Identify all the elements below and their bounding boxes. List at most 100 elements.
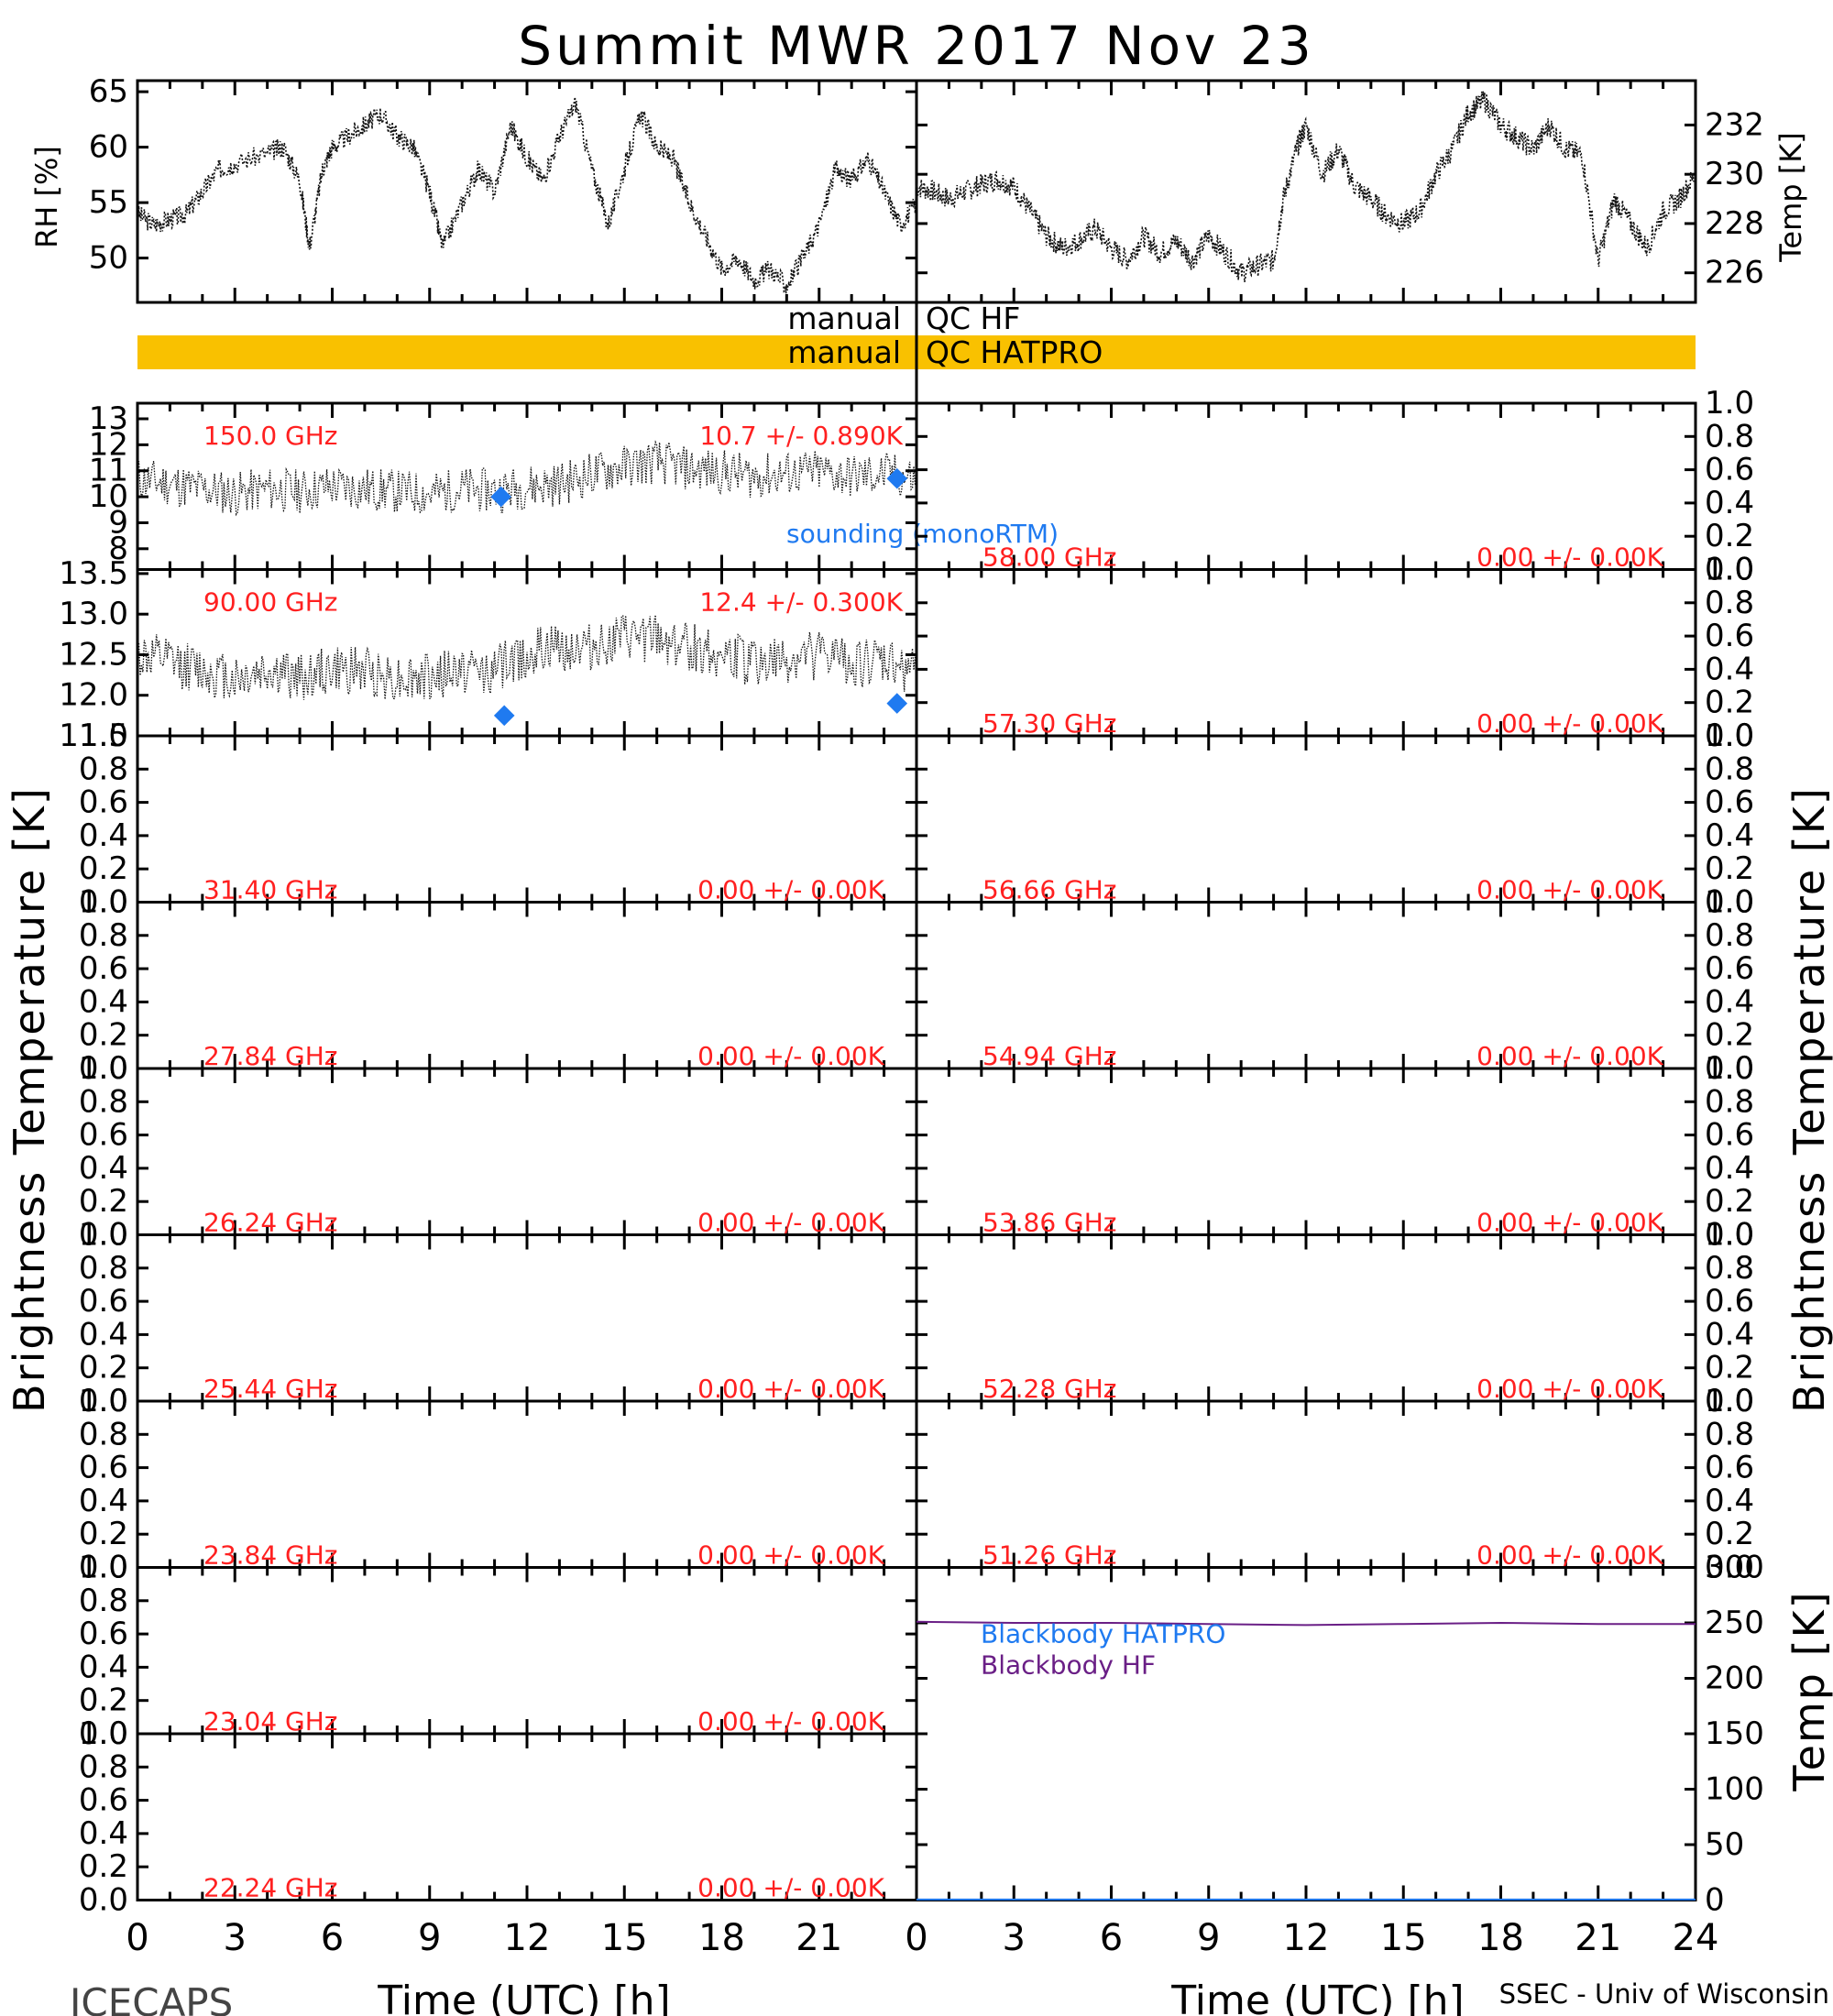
tb-left-ytick-label: 0.2 — [79, 1516, 128, 1552]
tb-right-ytick-label: 0.4 — [1705, 1150, 1754, 1187]
tb-right-ytick-label: 1.0 — [1705, 884, 1754, 921]
tb-right-ytick-label: 0.6 — [1705, 784, 1754, 821]
tb-left-ytick-label: 0.0 — [79, 1383, 128, 1419]
tb-right-ytick-label: 0.0 — [1705, 1550, 1754, 1586]
x-tick-label-left: 6 — [321, 1917, 344, 1959]
tb-right-ytick-label: 0.8 — [1705, 585, 1754, 621]
tb-right-ytick-label: 0.2 — [1705, 685, 1754, 721]
bb-ytick-label: 0 — [1705, 1882, 1725, 1919]
tb-left-ytick-label: 0.0 — [79, 1715, 128, 1752]
tb-right-ytick-label: 0.8 — [1705, 751, 1754, 787]
tb-stat-label: 0.00 +/- 0.00K — [697, 1041, 884, 1071]
tb-left-ytick-label: 0.0 — [79, 1050, 128, 1087]
tb-right-ytick-label: 0.4 — [1705, 1483, 1754, 1519]
tb-stat-label: 0.00 +/- 0.00K — [1476, 1041, 1663, 1071]
tb-left-ytick-label: 0.8 — [79, 1416, 128, 1452]
temp-series-line — [916, 91, 1696, 282]
tb-left-ytick-label: 0.2 — [79, 1183, 128, 1220]
tb-left-ytick-label: 12.0 — [59, 677, 128, 714]
tb-stat-label: 0.00 +/- 0.00K — [697, 1706, 884, 1737]
tb-frequency-label: 51.26 GHz — [982, 1540, 1117, 1571]
credit-right: SSEC - Univ of Wisconsin — [1499, 1978, 1829, 2010]
bb-ytick-label: 250 — [1705, 1605, 1764, 1641]
tb-right-ytick-label: 0.6 — [1705, 1117, 1754, 1154]
tb-left-ytick-label: 0.8 — [79, 917, 128, 954]
y-label-rh: RH [%] — [29, 146, 64, 248]
tb-left-ytick-label: 0.8 — [79, 1250, 128, 1287]
tb-left-ytick-label: 13 — [89, 400, 128, 437]
tb-right-ytick-label: 0.2 — [1705, 518, 1754, 554]
tb-right-ytick-label: 0.2 — [1705, 1516, 1754, 1552]
tb-right-ytick-label: 1.0 — [1705, 1383, 1754, 1419]
tb-stat-label: 0.00 +/- 0.00K — [1476, 708, 1663, 739]
tb-right-ytick-label: 0.6 — [1705, 950, 1754, 987]
x-tick-label-right: 15 — [1380, 1917, 1427, 1959]
tb-left-ytick-label: 0.4 — [79, 1649, 128, 1685]
tb-left-ytick-label: 9 — [108, 504, 128, 541]
tb-left-ytick-label: 0.6 — [79, 784, 128, 821]
legend-blackbody-hf: Blackbody HF — [981, 1650, 1156, 1681]
tb-right-ytick-label: 0.6 — [1705, 452, 1754, 488]
tb-left-ytick-label: 0.6 — [79, 1283, 128, 1320]
tb-left-ytick-label: 0.0 — [79, 1882, 128, 1919]
tb-left-ytick-label: 1.0 — [79, 1715, 128, 1752]
tb-right-ytick-label: 0.6 — [1705, 1450, 1754, 1486]
tb-left-ytick-label: 0.2 — [79, 850, 128, 887]
x-tick-label-right: 6 — [1100, 1917, 1123, 1959]
tb-left-ytick-label: 0.8 — [79, 1083, 128, 1120]
tb-left-ytick-label: 13.5 — [59, 555, 128, 592]
tb-right-ytick-label: 0.6 — [1705, 618, 1754, 654]
blackbody-panel-frame — [915, 1566, 1697, 1901]
tb-right-ytick-label: 0.6 — [1705, 1283, 1754, 1320]
tb-left-ytick-label: 0.4 — [79, 817, 128, 854]
tb-right-ytick-label: 1.0 — [1705, 718, 1754, 754]
qc-hatpro-prefix: manual — [787, 334, 901, 370]
tb-frequency-label: 22.24 GHz — [203, 1873, 338, 1903]
tb-frequency-label: 58.00 GHz — [982, 542, 1117, 573]
tb-stat-label: 0.00 +/- 0.00K — [1476, 1208, 1663, 1238]
blackbody-hf-line — [916, 1620, 1696, 1627]
tb-stat-label: 0.00 +/- 0.00K — [1476, 875, 1663, 905]
tb-frequency-label: 53.86 GHz — [982, 1208, 1117, 1238]
tb-right-ytick-label: 0.0 — [1705, 718, 1754, 754]
temp-ytick-label: 232 — [1705, 106, 1764, 143]
tb-left-ytick-label: 12 — [89, 426, 128, 463]
tb-left-ytick-label: 8 — [108, 531, 128, 567]
rh-ytick-label: 65 — [89, 73, 128, 110]
bb-ytick-label: 50 — [1705, 1826, 1744, 1863]
bb-ytick-label: 150 — [1705, 1715, 1764, 1752]
y-label-temp: Temp [K] — [1773, 132, 1808, 262]
sounding-point — [886, 693, 908, 714]
x-tick-label-right: 12 — [1283, 1917, 1330, 1959]
rh-ytick-label: 55 — [89, 184, 128, 221]
bb-ytick-label: 200 — [1705, 1660, 1764, 1697]
tb-left-ytick-label: 0.4 — [79, 983, 128, 1020]
tb-frequency-label: 54.94 GHz — [982, 1041, 1117, 1071]
credit-left: ICECAPS — [70, 1980, 233, 2016]
tb-stat-label: 0.00 +/- 0.00K — [697, 875, 884, 905]
tb-frequency-label: 150.0 GHz — [203, 421, 338, 451]
tb-right-ytick-label: 0.2 — [1705, 1350, 1754, 1386]
tb-stat-label: 12.4 +/- 0.300K — [699, 587, 903, 618]
tb-left-ytick-label: 0.6 — [79, 1450, 128, 1486]
tb-stat-label: 0.00 +/- 0.00K — [697, 1873, 884, 1903]
tb-frequency-label: 56.66 GHz — [982, 875, 1117, 905]
tb-frequency-label: 57.30 GHz — [982, 708, 1117, 739]
y-label-tb-left: Brightness Temperature [K] — [5, 786, 54, 1413]
x-tick-label-right: 0 — [905, 1917, 927, 1959]
tb-right-ytick-label: 0.2 — [1705, 1017, 1754, 1054]
tb-right-ytick-label: 1.0 — [1705, 1050, 1754, 1087]
tb-right-ytick-label: 0.4 — [1705, 1316, 1754, 1353]
tb-frequency-label: 23.04 GHz — [203, 1706, 338, 1737]
tb-right-ytick-label: 0.0 — [1705, 1383, 1754, 1419]
x-tick-label-right: 24 — [1673, 1917, 1719, 1959]
tb-right-ytick-label: 0.2 — [1705, 850, 1754, 887]
chart-title: Summit MWR 2017 Nov 23 — [518, 15, 1314, 77]
tb-right-ytick-label: 0.0 — [1705, 1217, 1754, 1254]
tb-right-ytick-label: 0.8 — [1705, 1250, 1754, 1287]
qc-hf-prefix: manual — [787, 301, 901, 336]
rh-ytick-label: 60 — [89, 129, 128, 166]
temp-ytick-label: 228 — [1705, 205, 1764, 242]
